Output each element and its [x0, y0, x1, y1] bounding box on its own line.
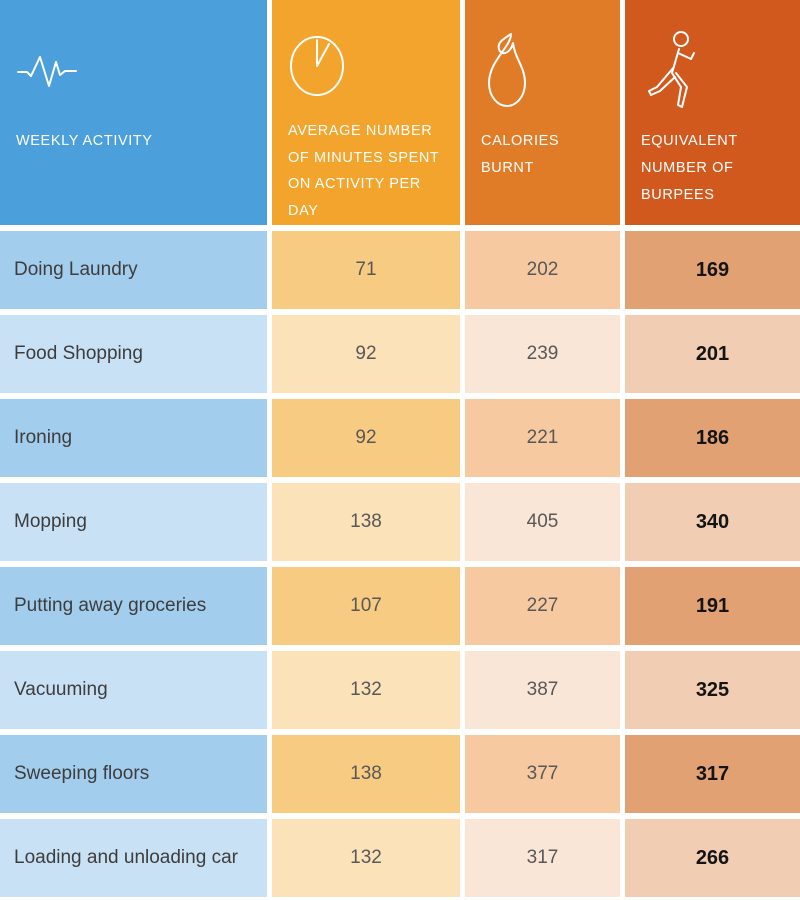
header-label-minutes: AVERAGE NUMBER OF MINUTES SPENT ON ACTIV… [288, 122, 440, 220]
burpees-cell: 340 [625, 483, 800, 561]
minutes-cell: 132 [272, 651, 460, 729]
burpees-cell: 201 [625, 315, 800, 393]
header-label-weekly-activity: WEEKLY ACTIVITY [16, 133, 153, 149]
header-label-calories: CALORIES BURNT [481, 133, 560, 176]
activity-cell: Vacuuming [0, 651, 267, 729]
activity-cell: Ironing [0, 399, 267, 477]
minutes-cell: 92 [272, 399, 460, 477]
minutes-cell: 92 [272, 315, 460, 393]
activity-cell: Putting away groceries [0, 567, 267, 645]
pulse-icon [16, 30, 257, 112]
activity-cell: Sweeping floors [0, 735, 267, 813]
burpees-cell: 191 [625, 567, 800, 645]
activity-cell: Loading and unloading car [0, 819, 267, 897]
calories-cell: 202 [465, 231, 620, 309]
activity-cell: Doing Laundry [0, 231, 267, 309]
walking-person-icon [641, 30, 790, 112]
calories-cell: 317 [465, 819, 620, 897]
minutes-cell: 107 [272, 567, 460, 645]
calories-cell: 377 [465, 735, 620, 813]
burpees-cell: 266 [625, 819, 800, 897]
calories-cell: 405 [465, 483, 620, 561]
calories-cell: 221 [465, 399, 620, 477]
burpees-cell: 186 [625, 399, 800, 477]
burpees-cell: 325 [625, 651, 800, 729]
header-burpees: EQUIVALENT NUMBER OF BURPEES [625, 0, 800, 225]
flame-icon [481, 30, 610, 112]
calories-cell: 387 [465, 651, 620, 729]
activity-cell: Mopping [0, 483, 267, 561]
calories-cell: 239 [465, 315, 620, 393]
clock-icon [288, 30, 450, 102]
calories-cell: 227 [465, 567, 620, 645]
header-minutes: AVERAGE NUMBER OF MINUTES SPENT ON ACTIV… [272, 0, 460, 225]
activity-cell: Food Shopping [0, 315, 267, 393]
burpees-cell: 317 [625, 735, 800, 813]
burpees-cell: 169 [625, 231, 800, 309]
header-label-burpees: EQUIVALENT NUMBER OF BURPEES [641, 133, 738, 203]
header-calories: CALORIES BURNT [465, 0, 620, 225]
header-weekly-activity: WEEKLY ACTIVITY [0, 0, 267, 225]
minutes-cell: 71 [272, 231, 460, 309]
minutes-cell: 138 [272, 483, 460, 561]
minutes-cell: 138 [272, 735, 460, 813]
minutes-cell: 132 [272, 819, 460, 897]
